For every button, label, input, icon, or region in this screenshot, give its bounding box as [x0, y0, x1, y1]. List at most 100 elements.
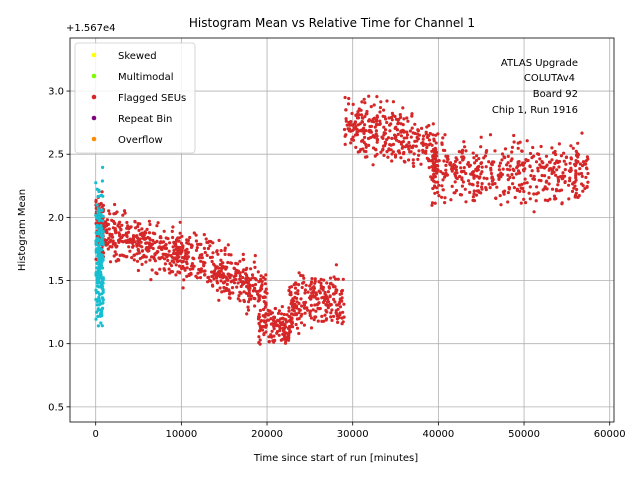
data-point	[498, 161, 502, 165]
data-point	[390, 136, 394, 140]
legend-marker	[91, 115, 97, 121]
data-point	[586, 180, 590, 184]
data-point	[181, 259, 185, 263]
data-point	[119, 228, 123, 232]
y-axis-label: Histogram Mean	[17, 189, 28, 271]
data-point	[387, 148, 391, 152]
data-point	[300, 304, 304, 308]
chart-title: Histogram Mean vs Relative Time for Chan…	[189, 16, 475, 30]
data-point	[323, 313, 327, 317]
data-point	[494, 196, 498, 200]
data-point	[96, 281, 100, 285]
data-point	[461, 180, 465, 184]
data-point	[435, 186, 439, 190]
data-point	[224, 275, 228, 279]
data-point	[454, 165, 458, 169]
data-point	[485, 177, 489, 181]
data-point	[188, 235, 192, 240]
data-point	[487, 160, 491, 164]
data-point	[538, 157, 542, 161]
data-point	[402, 136, 406, 140]
data-point	[198, 276, 203, 280]
data-point	[118, 237, 122, 241]
data-point	[555, 168, 559, 172]
data-point	[522, 197, 526, 201]
data-point	[344, 117, 348, 121]
data-point	[254, 278, 258, 282]
data-point	[228, 276, 232, 280]
data-point	[436, 180, 440, 184]
data-point	[429, 175, 433, 179]
data-point	[472, 189, 476, 193]
data-point	[150, 242, 155, 246]
data-point	[252, 296, 256, 300]
data-point	[174, 273, 178, 277]
data-point	[360, 100, 364, 104]
data-point	[336, 303, 340, 307]
data-point	[313, 303, 317, 307]
data-point	[99, 254, 103, 258]
data-point	[505, 167, 510, 171]
data-point	[326, 290, 330, 294]
data-point	[412, 152, 416, 156]
data-point	[442, 159, 446, 163]
data-point	[113, 221, 117, 226]
data-point	[180, 250, 184, 254]
data-point	[162, 267, 166, 271]
data-point	[162, 240, 166, 244]
data-point	[287, 289, 291, 293]
data-point	[114, 259, 118, 263]
data-point	[388, 143, 392, 147]
data-point	[375, 115, 379, 119]
data-point	[325, 310, 329, 314]
data-point	[454, 176, 458, 180]
data-point	[367, 119, 371, 123]
data-point	[365, 109, 369, 114]
data-point	[555, 159, 559, 163]
data-point	[411, 131, 415, 135]
data-point	[194, 239, 198, 243]
data-point	[573, 184, 577, 188]
data-point	[95, 224, 100, 229]
data-point	[356, 150, 360, 154]
data-point	[436, 190, 440, 194]
data-point	[284, 320, 289, 324]
data-point	[342, 127, 347, 132]
data-point	[332, 297, 336, 301]
data-point	[334, 309, 338, 313]
data-point	[421, 143, 425, 147]
data-point	[493, 149, 497, 153]
data-point	[211, 241, 215, 245]
data-point	[290, 301, 294, 305]
data-point	[523, 177, 527, 181]
data-point	[524, 201, 528, 205]
data-point	[557, 142, 562, 146]
data-point	[188, 267, 192, 271]
data-point	[343, 134, 347, 138]
data-point	[267, 335, 271, 339]
data-point	[389, 115, 394, 120]
data-point	[443, 201, 447, 205]
data-point	[324, 293, 328, 297]
data-point	[309, 280, 314, 284]
data-point	[257, 335, 261, 339]
data-point	[338, 313, 342, 317]
x-tick-label: 50000	[508, 429, 540, 440]
data-point	[113, 228, 117, 232]
data-point	[474, 193, 479, 197]
data-point	[336, 277, 340, 281]
data-point	[340, 292, 344, 296]
data-point	[577, 172, 581, 176]
data-point	[169, 269, 174, 274]
data-point	[527, 191, 531, 195]
data-point	[424, 142, 428, 146]
data-point	[330, 318, 334, 322]
data-point	[437, 183, 441, 187]
data-point	[369, 105, 373, 109]
data-point	[454, 171, 458, 175]
data-point	[340, 296, 344, 300]
data-point	[385, 120, 389, 125]
legend-label: Multimodal	[118, 72, 174, 83]
data-point	[477, 190, 481, 194]
data-point	[346, 102, 351, 106]
